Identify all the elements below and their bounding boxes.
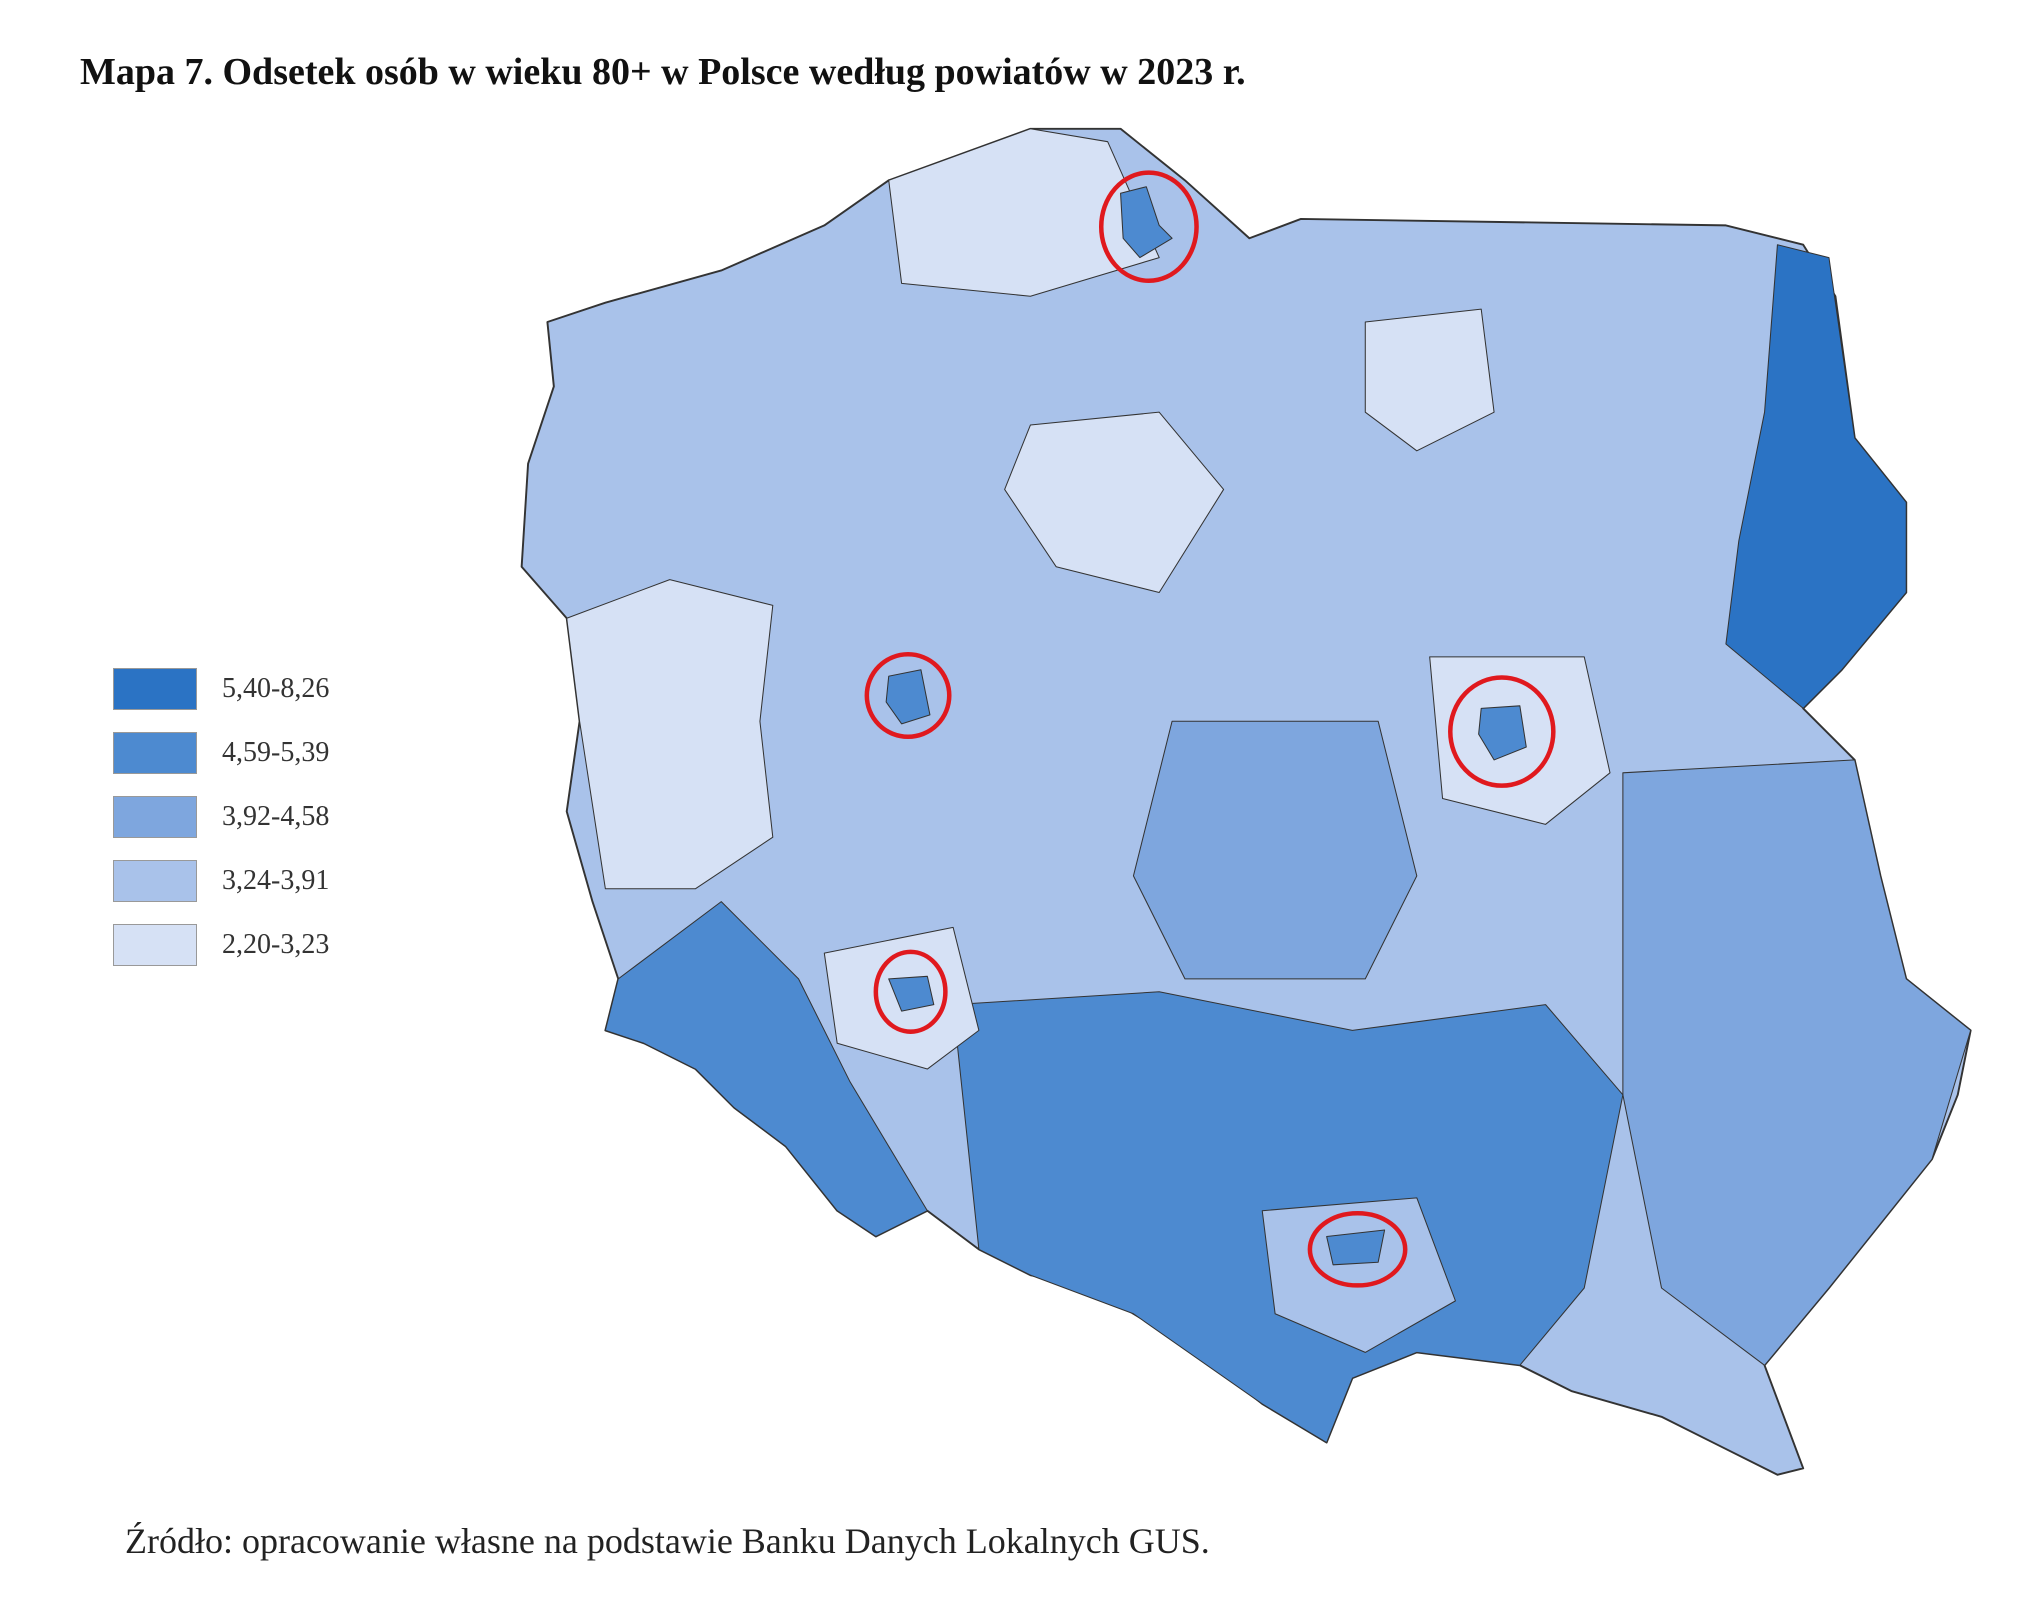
region-center-light [1004,411,1225,593]
highlight-circle [864,652,952,739]
city-warszawa [1478,705,1527,761]
legend-swatch [113,924,197,966]
legend-item: 5,40-8,26 [113,657,329,721]
map-title: Mapa 7. Odsetek osób w wieku 80+ w Polsc… [80,51,1246,93]
legend-swatch [113,860,197,902]
region-southwest-mid [604,901,928,1237]
legend: 5,40-8,26 4,59-5,39 3,92-4,58 3,24-3,91 2,20… [113,657,329,977]
region-east-dark [1725,244,1907,709]
highlight-circle [1098,170,1199,284]
legend-label: 3,24-3,91 [222,865,330,896]
legend-swatch [113,732,197,774]
legend-label: 2,20-3,23 [222,929,330,960]
city-wroclaw [888,975,935,1012]
region-central-mid [1132,720,1418,980]
legend-swatch [113,796,197,838]
legend-item: 4,59-5,39 [113,721,329,785]
highlight-circle [873,949,948,1034]
region-west-light [566,579,774,890]
city-gdansk [1120,186,1173,259]
city-poznan [885,669,931,725]
legend-label: 3,92-4,58 [222,801,330,832]
legend-item: 3,24-3,91 [113,849,329,913]
source-note: Źródło: opracowanie własne na podstawie … [125,1521,1210,1561]
legend-label: 4,59-5,39 [222,737,330,768]
city-krakow [1326,1229,1386,1266]
highlight-circle [1307,1211,1408,1288]
legend-swatch [113,668,197,710]
highlight-circle [1448,675,1556,788]
legend-item: 2,20-3,23 [113,913,329,977]
region-east-mid [1622,759,1972,1366]
legend-label: 5,40-8,26 [222,673,330,704]
legend-item: 3,92-4,58 [113,785,329,849]
region-north-light [888,128,1160,297]
region-northeast-light [1364,308,1495,452]
